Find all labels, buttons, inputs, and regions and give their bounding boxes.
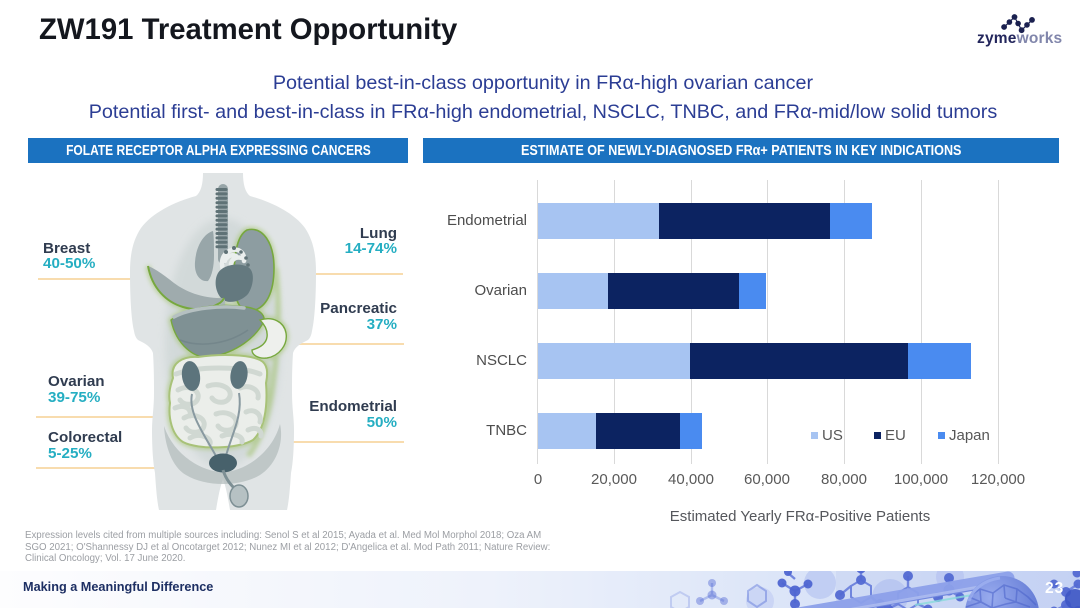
svg-text:zymeworks: zymeworks (977, 30, 1062, 47)
